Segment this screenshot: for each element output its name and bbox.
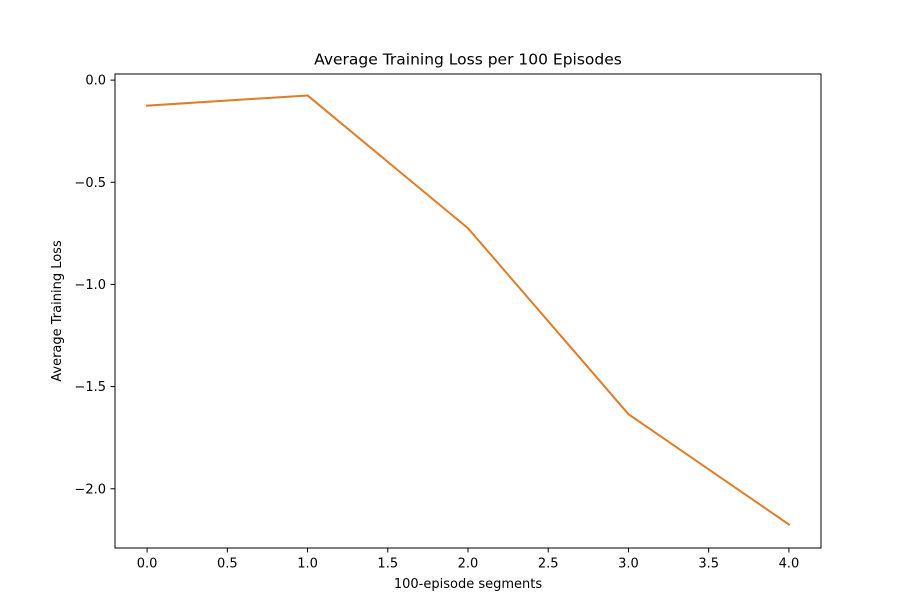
- y-tick-label: −2.0: [74, 482, 106, 497]
- y-tick-label: −1.0: [74, 278, 106, 293]
- x-axis-label: 100-episode segments: [394, 577, 542, 592]
- x-tick-label: 2.5: [538, 557, 559, 572]
- x-tick-label: 0.0: [137, 557, 158, 572]
- series-line-0: [146, 94, 791, 526]
- plot-area: 0.0 0.5 1.0 1.5 2.0 2.5 3.0 3.5 4.0 0.0 −0.5 −1.0 −1…: [74, 73, 822, 572]
- x-tick-label: 3.5: [698, 557, 719, 572]
- y-tick-label: −0.5: [74, 176, 106, 191]
- y-axis-label: Average Training Loss: [50, 240, 65, 382]
- x-tick-label: 0.5: [217, 557, 238, 572]
- x-tick-label: 1.5: [377, 557, 398, 572]
- x-tick-label: 1.0: [297, 557, 318, 572]
- x-tick-label: 4.0: [779, 557, 800, 572]
- x-tick-label: 3.0: [618, 557, 639, 572]
- y-tick-label: 0.0: [85, 74, 106, 89]
- y-tick-label: −1.5: [74, 380, 106, 395]
- x-tick-label: 2.0: [458, 557, 479, 572]
- chart-title: Average Training Loss per 100 Episodes: [314, 51, 622, 69]
